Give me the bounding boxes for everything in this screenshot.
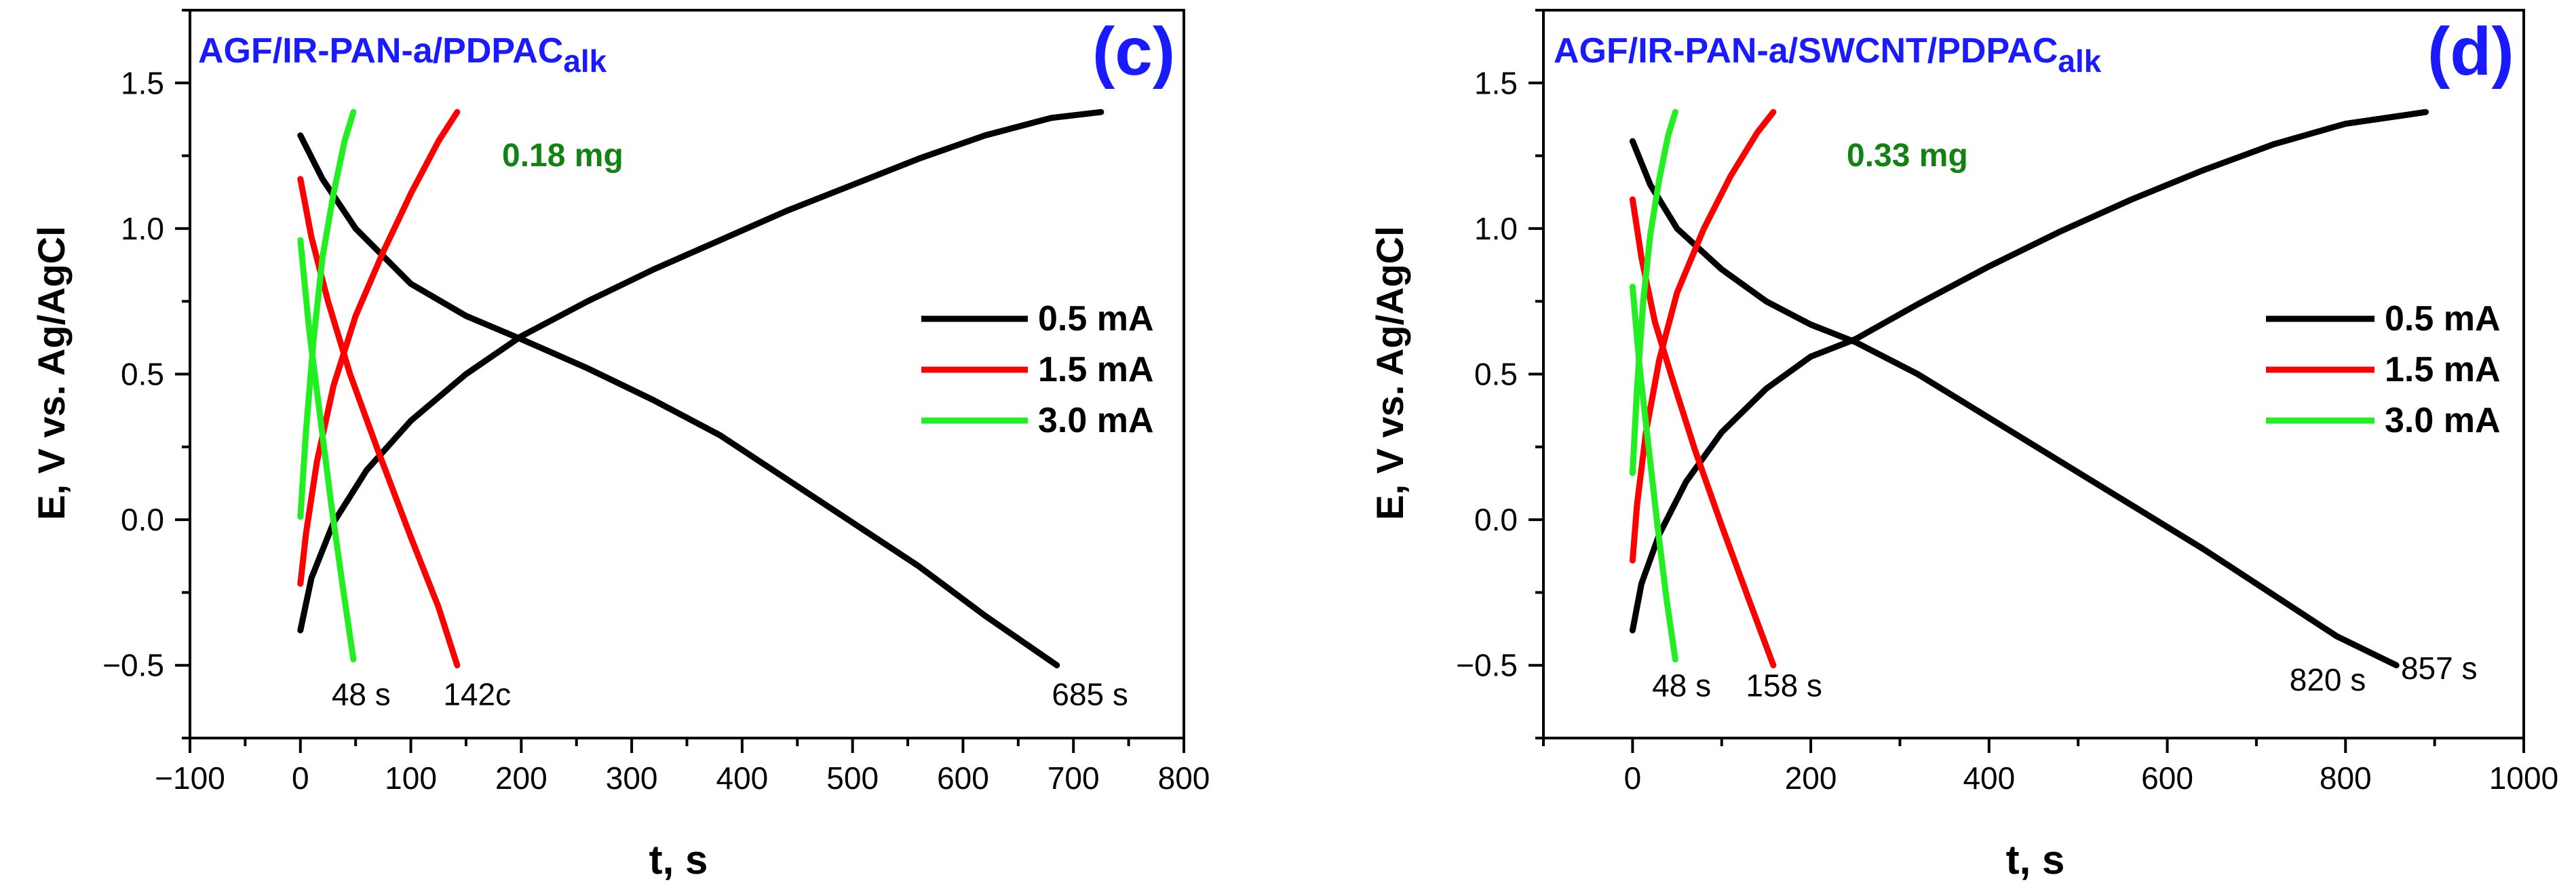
y-tick-label-d: 0.5 bbox=[1474, 357, 1518, 392]
chart-title-main-d: AGF/IR-PAN-a/SWCNT/PDPAC bbox=[1554, 31, 2058, 71]
time-annotation-d: 48 s bbox=[1652, 668, 1711, 703]
y-tick-label-d: −0.5 bbox=[1456, 648, 1518, 683]
chart-title-d: AGF/IR-PAN-a/SWCNT/PDPACalk bbox=[1554, 31, 2102, 79]
series-layer-d bbox=[1629, 109, 2429, 669]
x-tick-label-c: −100 bbox=[155, 760, 225, 796]
panel-label-c: (c) bbox=[1092, 14, 1175, 90]
x-ticks-d: 0 200 400 600 800 1000 bbox=[1542, 738, 2558, 796]
time-annotation-c: 685 s bbox=[1052, 677, 1128, 712]
series-line-d-5 bbox=[1629, 284, 1678, 663]
time-annotation-d: 158 s bbox=[1746, 668, 1822, 703]
series-line-c-4 bbox=[297, 109, 357, 520]
x-tick-label-d: 600 bbox=[2141, 760, 2193, 796]
x-tick-label-c: 300 bbox=[606, 760, 658, 796]
x-axis-label-c: t, s bbox=[649, 837, 708, 883]
plot-area-d: 48 s 158 s 820 s 857 s bbox=[1542, 9, 2525, 739]
annotation-layer-c: 48 s 142c 685 s bbox=[332, 677, 1128, 712]
legend-label-1-5ma-c: 1.5 mA bbox=[1038, 350, 1154, 389]
chart-title-c: AGF/IR-PAN-a/PDPACalk bbox=[198, 31, 607, 79]
series-line-c-1 bbox=[297, 132, 1060, 669]
x-ticks-c: −100 0 100 200 300 400 500 600 700 800 bbox=[155, 738, 1210, 796]
panel-label-d: (d) bbox=[2427, 14, 2514, 90]
y-axis-label-c: E, V vs. Ag/AgCl bbox=[30, 226, 73, 520]
series-line-d-3 bbox=[1629, 196, 1777, 669]
series-line-d-1 bbox=[1629, 138, 2400, 669]
legend-label-3-0ma-c: 3.0 mA bbox=[1038, 401, 1154, 440]
series-line-d-0 bbox=[1629, 109, 2429, 634]
x-tick-label-c: 700 bbox=[1047, 760, 1100, 796]
y-ticks-c: −0.5 0.0 0.5 1.0 1.5 bbox=[102, 9, 190, 739]
y-tick-label-d: 0.0 bbox=[1474, 502, 1518, 537]
x-tick-label-c: 500 bbox=[826, 760, 879, 796]
legend-label-0-5ma-d: 0.5 mA bbox=[2385, 299, 2501, 338]
x-tick-label-d: 800 bbox=[2320, 760, 2372, 796]
series-layer-c bbox=[297, 109, 1104, 669]
x-axis-label-d: t, s bbox=[2006, 837, 2065, 883]
legend-c: 0.5 mA 1.5 mA 3.0 mA bbox=[921, 299, 1154, 440]
y-tick-label-c: 0.0 bbox=[121, 502, 164, 537]
panel-c: 48 s 142c 685 s −100 0 100 200 300 400 500 600 700… bbox=[30, 9, 1210, 883]
series-line-d-4 bbox=[1629, 109, 1678, 476]
y-tick-label-c: −0.5 bbox=[102, 648, 164, 683]
x-tick-label-c: 200 bbox=[495, 760, 547, 796]
y-ticks-d: −0.5 0.0 0.5 1.0 1.5 bbox=[1456, 9, 1543, 739]
x-tick-label-d: 1000 bbox=[2489, 760, 2558, 796]
y-axis-label-d: E, V vs. Ag/AgCl bbox=[1368, 226, 1411, 520]
mass-label-c: 0.18 mg bbox=[502, 138, 623, 174]
x-tick-label-d: 200 bbox=[1785, 760, 1837, 796]
time-annotation-c: 48 s bbox=[332, 677, 391, 712]
y-tick-label-c: 1.5 bbox=[121, 65, 164, 100]
series-line-d-2 bbox=[1629, 109, 1777, 564]
legend-label-3-0ma-d: 3.0 mA bbox=[2385, 401, 2501, 440]
y-tick-label-c: 0.5 bbox=[121, 357, 164, 392]
annotation-layer-d: 48 s 158 s 820 s 857 s bbox=[1652, 651, 2477, 703]
y-tick-label-d: 1.0 bbox=[1474, 211, 1518, 246]
chart-title-sub-d: alk bbox=[2058, 43, 2101, 79]
legend-label-0-5ma-c: 0.5 mA bbox=[1038, 299, 1154, 338]
x-tick-label-c: 0 bbox=[292, 760, 309, 796]
x-tick-label-c: 100 bbox=[385, 760, 437, 796]
x-tick-label-c: 600 bbox=[937, 760, 989, 796]
x-tick-label-d: 400 bbox=[1963, 760, 2015, 796]
mass-label-d: 0.33 mg bbox=[1847, 138, 1968, 174]
time-annotation-c: 142c bbox=[443, 677, 511, 712]
x-tick-label-c: 800 bbox=[1158, 760, 1210, 796]
series-line-c-5 bbox=[297, 237, 357, 663]
y-tick-label-c: 1.0 bbox=[121, 211, 164, 246]
chart-title-sub-c: alk bbox=[563, 43, 607, 79]
legend-label-1-5ma-d: 1.5 mA bbox=[2385, 350, 2501, 389]
panel-d: 48 s 158 s 820 s 857 s 0 200 400 600 800 1000 −0… bbox=[1368, 9, 2558, 883]
x-tick-label-c: 400 bbox=[716, 760, 769, 796]
plot-area-c: 48 s 142c 685 s bbox=[189, 9, 1185, 739]
x-tick-label-d: 0 bbox=[1624, 760, 1642, 796]
time-annotation-d: 820 s bbox=[2290, 662, 2366, 697]
legend-d: 0.5 mA 1.5 mA 3.0 mA bbox=[2266, 299, 2501, 440]
y-tick-label-d: 1.5 bbox=[1474, 65, 1518, 100]
series-line-c-3 bbox=[297, 176, 461, 669]
time-annotation-d: 857 s bbox=[2401, 651, 2478, 686]
series-line-c-2 bbox=[297, 109, 461, 587]
series-line-c-0 bbox=[297, 109, 1104, 634]
chart-title-main-c: AGF/IR-PAN-a/PDPAC bbox=[198, 31, 563, 71]
